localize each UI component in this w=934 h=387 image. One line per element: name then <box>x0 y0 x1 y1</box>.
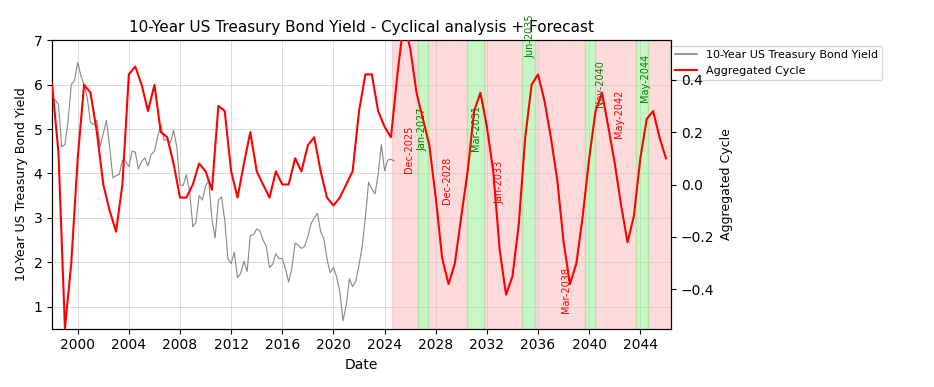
Text: Mar-2038: Mar-2038 <box>560 267 571 313</box>
X-axis label: Date: Date <box>345 358 378 372</box>
Bar <box>392 40 417 329</box>
Bar <box>648 40 670 329</box>
Text: Jan-2027: Jan-2027 <box>417 108 428 151</box>
Text: Jun-2035: Jun-2035 <box>526 14 535 58</box>
Text: May-2042: May-2042 <box>614 89 624 138</box>
Text: Nov-2040: Nov-2040 <box>595 60 605 107</box>
Bar <box>522 40 535 329</box>
Bar <box>636 40 648 329</box>
Text: May-2044: May-2044 <box>640 54 649 103</box>
Text: Jan-2033: Jan-2033 <box>495 161 504 204</box>
Bar <box>429 40 467 329</box>
Text: Dec-2025: Dec-2025 <box>404 126 414 173</box>
Text: Dec-2028: Dec-2028 <box>443 157 452 204</box>
Bar <box>467 40 484 329</box>
Title: 10-Year US Treasury Bond Yield - Cyclical analysis + Forecast: 10-Year US Treasury Bond Yield - Cyclica… <box>129 20 594 35</box>
Bar <box>484 40 522 329</box>
Bar <box>595 40 636 329</box>
Y-axis label: Aggregated Cycle: Aggregated Cycle <box>720 128 733 240</box>
Bar <box>585 40 595 329</box>
Bar <box>535 40 585 329</box>
Text: Mar-2031: Mar-2031 <box>471 105 481 151</box>
Bar <box>417 40 429 329</box>
Legend: 10-Year US Treasury Bond Yield, Aggregated Cycle: 10-Year US Treasury Bond Yield, Aggregat… <box>671 46 883 80</box>
Y-axis label: 10-Year US Treasury Bond Yield: 10-Year US Treasury Bond Yield <box>15 87 28 281</box>
